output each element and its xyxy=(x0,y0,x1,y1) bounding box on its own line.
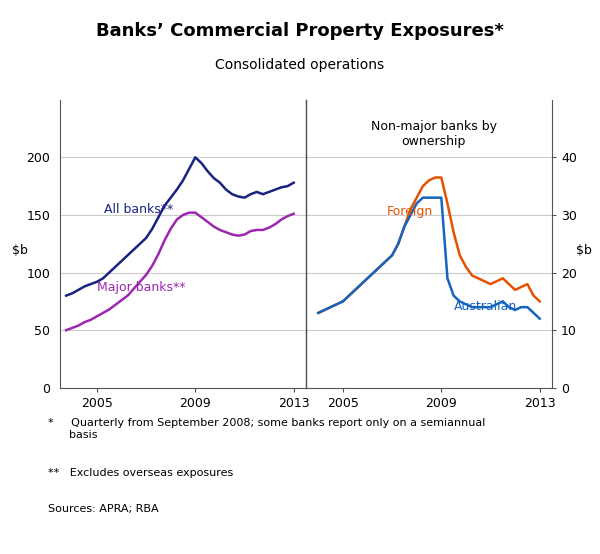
Text: All banks**: All banks** xyxy=(104,203,173,216)
Text: Foreign: Foreign xyxy=(387,205,433,218)
Y-axis label: $b: $b xyxy=(576,244,592,257)
Text: Sources: APRA; RBA: Sources: APRA; RBA xyxy=(48,504,158,514)
Text: Non-major banks by
ownership: Non-major banks by ownership xyxy=(371,120,497,148)
Text: Major banks**: Major banks** xyxy=(97,281,185,294)
Text: *     Quarterly from September 2008; some banks report only on a semiannual
    : * Quarterly from September 2008; some ba… xyxy=(48,418,485,440)
Text: Australian: Australian xyxy=(454,300,517,313)
Y-axis label: $b: $b xyxy=(11,244,28,257)
Text: **   Excludes overseas exposures: ** Excludes overseas exposures xyxy=(48,468,233,478)
Text: Banks’ Commercial Property Exposures*: Banks’ Commercial Property Exposures* xyxy=(96,22,504,40)
Text: Consolidated operations: Consolidated operations xyxy=(215,58,385,72)
